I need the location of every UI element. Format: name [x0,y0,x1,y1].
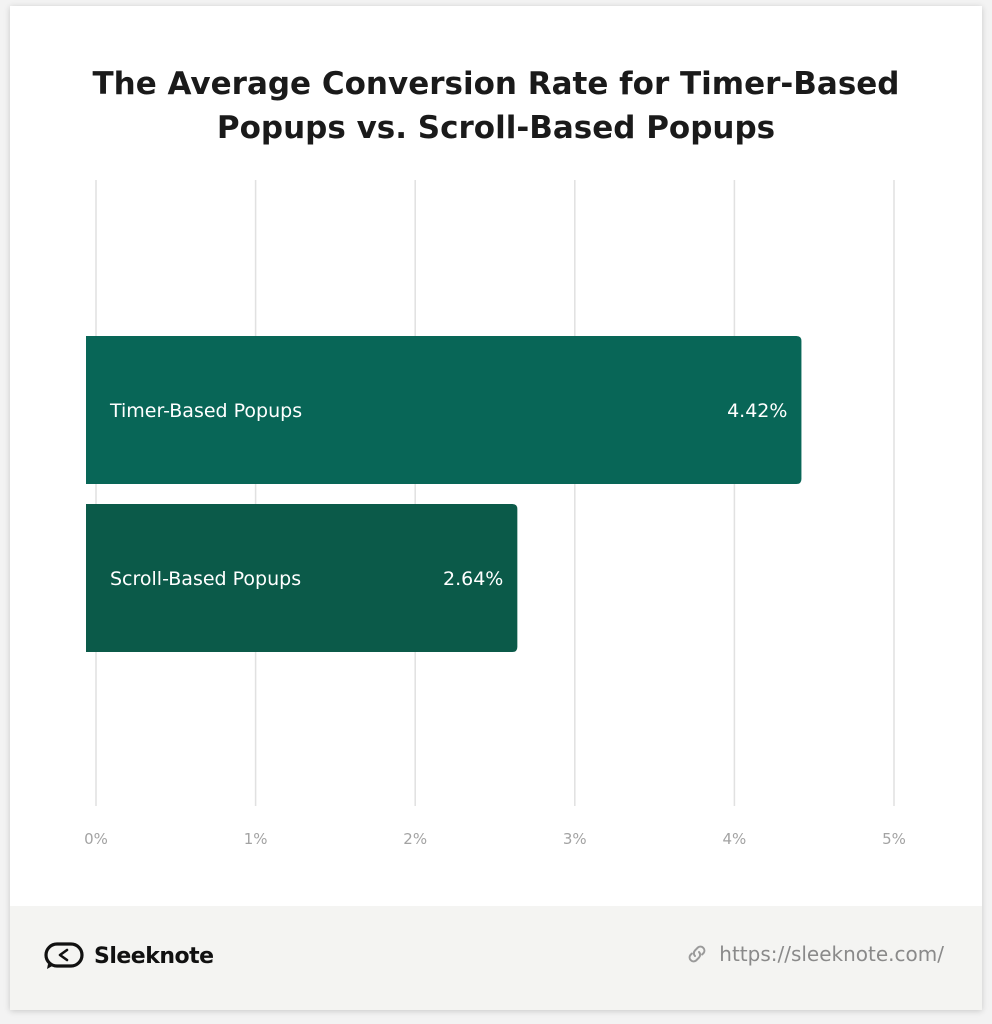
chart-title: The Average Conversion Rate for Timer-Ba… [10,62,982,150]
x-tick-label: 1% [244,830,268,848]
source-link[interactable]: https://sleeknote.com/ [685,942,944,966]
chart-card: The Average Conversion Rate for Timer-Ba… [10,6,982,1010]
bar-chart: 0% 1% 2% 3% 4% 5% Timer-Based Popups 4.42% Scrol… [84,180,906,848]
sleeknote-logo-icon [44,942,84,969]
x-tick-label: 3% [563,830,587,848]
bar-value-label: 2.64% [443,568,503,590]
link-icon [688,945,706,963]
footer: Sleeknote https://sleeknote.com/ [10,906,982,1010]
bar-value-label: 4.42% [727,400,787,422]
chart-title-line-2: Popups vs. Scroll-Based Popups [216,110,776,146]
source-url: https://sleeknote.com/ [719,942,944,966]
chart-title-line-1: The Average Conversion Rate for Timer-Ba… [92,66,900,102]
bar-category-label: Scroll-Based Popups [110,568,301,590]
x-tick-label: 0% [84,830,108,848]
bar-timer-based-popups [86,336,802,484]
x-tick-label: 5% [882,830,906,848]
bar-category-label: Timer-Based Popups [109,400,302,422]
x-tick-label: 2% [403,830,427,848]
brand-name: Sleeknote [94,943,214,969]
bar-scroll-based-popups [86,504,518,652]
x-tick-label: 4% [723,830,747,848]
brand[interactable]: Sleeknote [44,940,214,972]
